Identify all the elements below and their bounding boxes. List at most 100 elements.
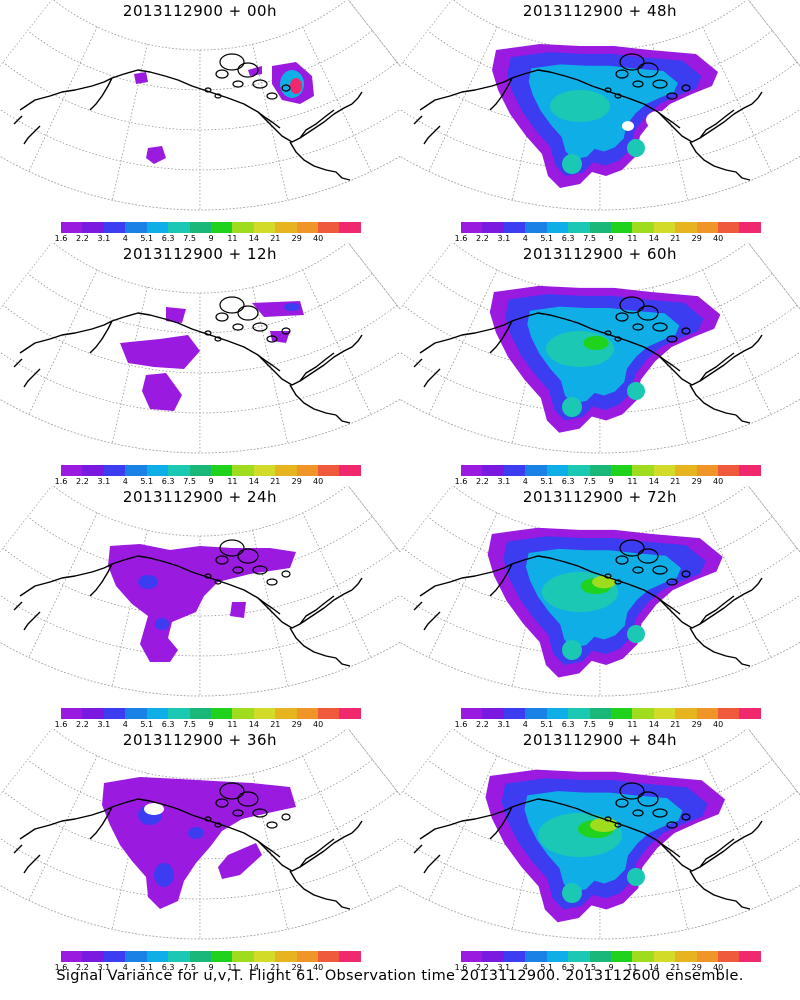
- colorbar-swatch: [146, 951, 169, 962]
- map-plot: [400, 486, 800, 697]
- colorbar-tick-label: 1.6: [454, 963, 468, 972]
- colorbar-tick-label: 21: [270, 477, 281, 486]
- colorbar-swatch: [318, 465, 340, 476]
- colorbar-swatch: [232, 465, 254, 476]
- colorbar-tick-label: 11: [227, 963, 238, 972]
- colorbar-swatch: [275, 951, 297, 962]
- colorbar-swatch: [589, 222, 611, 233]
- panel-title: 2013112900 + 48h: [522, 2, 678, 20]
- colorbar-ticks: 1.6 2.2 3.1 4 5.1 6.3 7.5 9 11 14 21 29 40: [51, 234, 371, 244]
- colorbar-swatch: [739, 465, 761, 476]
- colorbar-swatch: [482, 465, 504, 476]
- colorbar-swatch: [125, 951, 147, 962]
- colorbar-tick-label: 29: [291, 963, 302, 972]
- colorbar-tick-label: 2.2: [476, 963, 489, 972]
- colorbar-tick-label: 3.1: [497, 477, 511, 486]
- colorbar-tick-label: 9: [208, 234, 214, 243]
- map-plot: [400, 729, 800, 940]
- colorbar-swatch: [675, 222, 697, 233]
- colorbar-tick-label: 29: [691, 720, 702, 729]
- colorbar-tick-label: 4: [122, 963, 128, 972]
- colorbar-tick-label: 7.5: [583, 963, 596, 972]
- coastline: [413, 539, 763, 667]
- colorbar-swatch: [82, 951, 104, 962]
- colorbar-ticks: 1.6 2.2 3.1 4 5.1 6.3 7.5 9 11 14 21 29 40: [451, 720, 771, 730]
- colorbar-swatch: [168, 708, 190, 719]
- colorbar-swatch: [189, 465, 211, 476]
- colorbar-tick-label: 1.6: [454, 477, 468, 486]
- panel-title: 2013112900 + 36h: [122, 731, 278, 749]
- panel-title: 2013112900 + 72h: [522, 488, 678, 506]
- colorbar-swatch: [210, 222, 233, 233]
- colorbar-swatch: [718, 222, 740, 233]
- colorbar-swatch: [125, 222, 147, 233]
- colorbar-tick-label: 11: [627, 234, 638, 243]
- colorbar-tick-label: 21: [670, 234, 681, 243]
- colorbar-swatch: [210, 951, 233, 962]
- colorbar-tick-label: 21: [670, 477, 681, 486]
- colorbar-swatch: [503, 222, 526, 233]
- colorbar-tick-label: 1.6: [454, 720, 468, 729]
- colorbar-swatch: [653, 222, 676, 233]
- colorbar: [61, 465, 361, 476]
- colorbar-tick-label: 7.5: [183, 477, 196, 486]
- colorbar-tick-label: 2.2: [76, 720, 89, 729]
- coastline: [413, 53, 763, 181]
- map-panel: 2013112900 + 72h 1.6 2.2 3.1 4 5.1 6.3 7.5 9 11 14…: [400, 486, 800, 729]
- colorbar-swatch: [525, 708, 547, 719]
- colorbar-swatch: [253, 951, 276, 962]
- colorbar-tick-label: 9: [208, 963, 214, 972]
- colorbar-tick-label: 4: [522, 234, 528, 243]
- colorbar-ticks: 1.6 2.2 3.1 4 5.1 6.3 7.5 9 11 14 21 29 40: [451, 234, 771, 244]
- colorbar: [61, 951, 361, 962]
- colorbar-tick-label: 9: [608, 477, 614, 486]
- variance-field: [120, 301, 304, 411]
- colorbar-tick-label: 3.1: [497, 720, 511, 729]
- variance-field: [102, 777, 296, 909]
- colorbar-swatch: [461, 708, 483, 719]
- colorbar-swatch: [339, 951, 361, 962]
- colorbar-swatch: [653, 708, 676, 719]
- colorbar-swatch: [146, 708, 169, 719]
- colorbar-tick-label: 5.1: [540, 234, 554, 243]
- colorbar-tick-label: 6.3: [161, 963, 175, 972]
- colorbar-swatch: [568, 222, 590, 233]
- panel-title: 2013112900 + 12h: [122, 245, 278, 263]
- colorbar-tick-label: 14: [248, 477, 259, 486]
- colorbar-tick-label: 40: [713, 963, 724, 972]
- map-panel: 2013112900 + 12h 1.6 2.2 3.1 4 5.1 6.3 7.5 9 11 14…: [0, 243, 400, 486]
- colorbar-tick-label: 6.3: [561, 477, 575, 486]
- colorbar-swatch: [696, 222, 719, 233]
- variance-field: [492, 44, 718, 188]
- colorbar-swatch: [546, 465, 569, 476]
- colorbar-swatch: [253, 465, 276, 476]
- colorbar-swatch: [275, 222, 297, 233]
- colorbar-swatch: [653, 465, 676, 476]
- colorbar-swatch: [232, 951, 254, 962]
- colorbar-tick-label: 14: [648, 963, 659, 972]
- colorbar-swatch: [275, 708, 297, 719]
- colorbar-ticks: 1.6 2.2 3.1 4 5.1 6.3 7.5 9 11 14 21 29 40: [51, 720, 371, 730]
- colorbar-tick-label: 11: [627, 720, 638, 729]
- colorbar-tick-label: 14: [248, 963, 259, 972]
- colorbar-tick-label: 5.1: [540, 720, 554, 729]
- colorbar-tick-label: 29: [691, 477, 702, 486]
- colorbar-swatch: [125, 708, 147, 719]
- colorbar-tick-label: 11: [627, 963, 638, 972]
- colorbar-swatch: [189, 951, 211, 962]
- colorbar-swatch: [318, 708, 340, 719]
- colorbar-swatch: [339, 222, 361, 233]
- colorbar-swatch: [718, 951, 740, 962]
- colorbar-swatch: [232, 222, 254, 233]
- colorbar-tick-label: 9: [608, 234, 614, 243]
- panel-title: 2013112900 + 84h: [522, 731, 678, 749]
- colorbar-swatch: [696, 951, 719, 962]
- colorbar-swatch: [82, 465, 104, 476]
- colorbar-tick-label: 5.1: [540, 477, 554, 486]
- colorbar-tick-label: 21: [270, 234, 281, 243]
- colorbar-swatch: [318, 951, 340, 962]
- colorbar-swatch: [210, 465, 233, 476]
- colorbar-tick-label: 40: [313, 720, 324, 729]
- colorbar-tick-label: 5.1: [140, 720, 154, 729]
- colorbar-ticks: 1.6 2.2 3.1 4 5.1 6.3 7.5 9 11 14 21 29 40: [51, 477, 371, 487]
